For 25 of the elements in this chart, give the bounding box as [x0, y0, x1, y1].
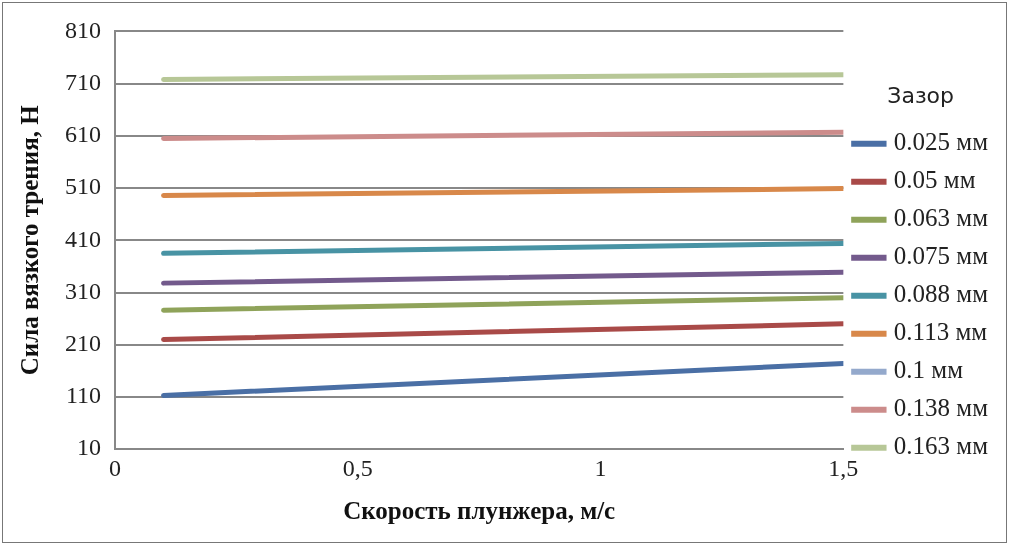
legend-label: 0.05 мм: [893, 166, 976, 194]
legend-label: 0.025 мм: [893, 128, 989, 156]
legend-label: 0.063 мм: [893, 204, 989, 232]
y-tick-label: 310: [65, 277, 101, 304]
y-tick-label: 10: [77, 434, 101, 461]
x-tick-label: 0: [109, 454, 121, 481]
x-axis-title: Скорость плунжера, м/с: [343, 497, 616, 525]
legend-label: 0.1 мм: [893, 356, 964, 384]
y-tick-label: 410: [65, 225, 101, 252]
y-tick-label: 610: [65, 121, 101, 148]
legend-label: 0.113 мм: [893, 318, 988, 346]
x-tick-label: 0,5: [342, 454, 373, 481]
legend-label: 0.138 мм: [893, 394, 989, 422]
legend-label: 0.075 мм: [893, 242, 989, 270]
y-tick-label: 110: [65, 382, 101, 409]
y-tick-label: 510: [65, 173, 101, 200]
y-tick-label: 210: [65, 330, 101, 357]
legend-label: 0.088 мм: [893, 280, 989, 308]
x-tick-label: 1: [594, 454, 607, 481]
x-tick-label: 1,5: [828, 454, 859, 481]
y-axis-title: Сила вязкого трения, Н: [16, 104, 44, 376]
legend-title: Зазор: [887, 82, 955, 108]
y-tick-label: 710: [65, 68, 101, 95]
legend-label: 0.163 мм: [893, 432, 989, 460]
y-tick-label: 810: [65, 16, 101, 43]
